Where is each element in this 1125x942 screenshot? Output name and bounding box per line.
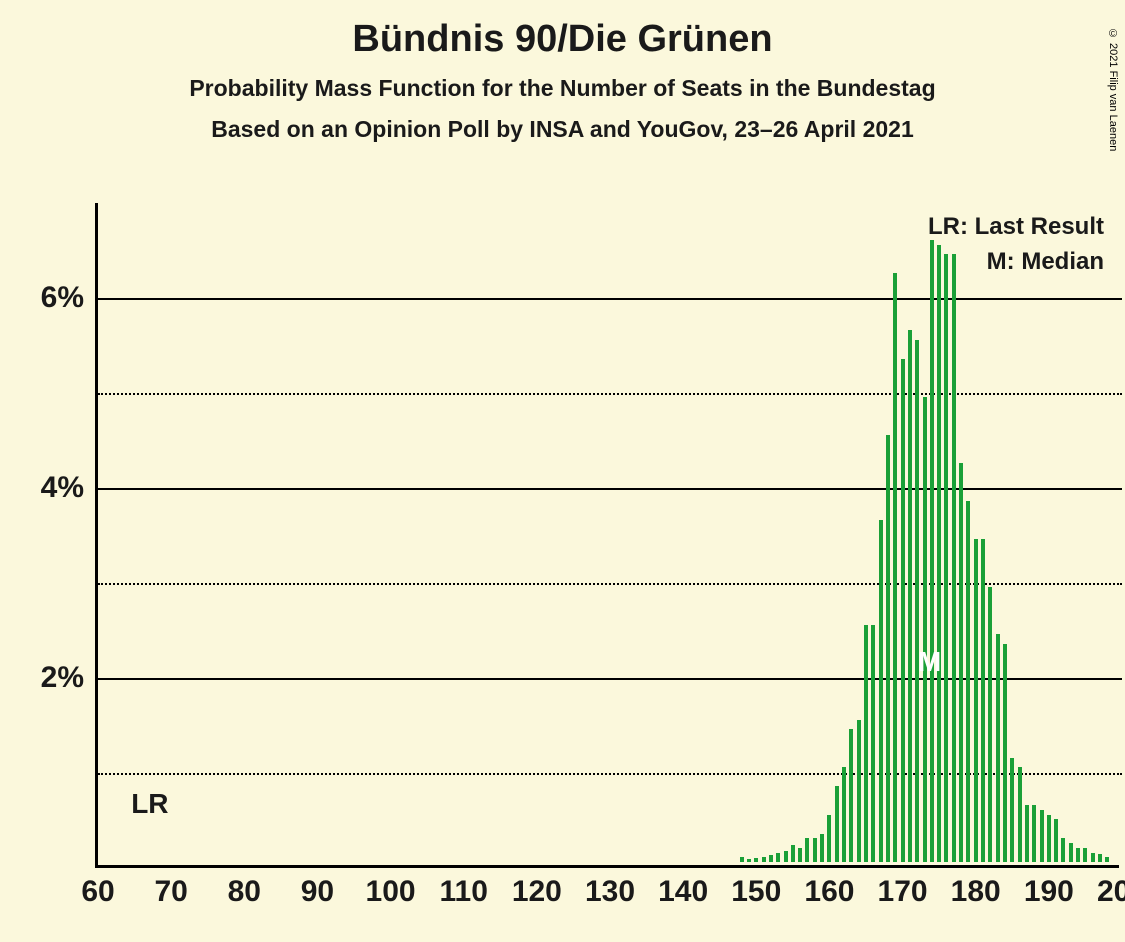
chart-area: LR: Last Result M: Median 2%4%6%60708090… xyxy=(95,203,1119,868)
bar xyxy=(988,587,992,863)
bar xyxy=(1091,853,1095,863)
bar xyxy=(762,857,766,862)
bar xyxy=(981,539,985,862)
bar xyxy=(937,245,941,863)
bar xyxy=(1069,843,1073,862)
plot: 2%4%6%6070809010011012013014015016017018… xyxy=(95,203,1119,868)
bar xyxy=(871,625,875,863)
bar xyxy=(827,815,831,863)
bar xyxy=(798,848,802,862)
bar xyxy=(901,359,905,863)
x-tick-label: 180 xyxy=(951,875,1001,909)
bar xyxy=(944,254,948,862)
bar xyxy=(879,520,883,862)
bar xyxy=(1083,848,1087,862)
bar xyxy=(893,273,897,862)
x-tick-label: 120 xyxy=(512,875,562,909)
bar xyxy=(740,857,744,862)
bar xyxy=(915,340,919,863)
lr-marker: LR xyxy=(131,788,168,820)
bar xyxy=(952,254,956,862)
y-tick-label: 2% xyxy=(41,661,84,695)
bar xyxy=(805,838,809,862)
bar xyxy=(820,834,824,863)
bar xyxy=(886,435,890,863)
chart-subtitle-1: Probability Mass Function for the Number… xyxy=(0,75,1125,102)
bar xyxy=(966,501,970,862)
median-marker: M xyxy=(918,646,941,678)
bar xyxy=(864,625,868,863)
x-tick-label: 100 xyxy=(366,875,416,909)
x-tick-label: 80 xyxy=(228,875,261,909)
x-tick-label: 160 xyxy=(804,875,854,909)
x-tick-label: 190 xyxy=(1024,875,1074,909)
bar xyxy=(842,767,846,862)
bar xyxy=(1105,857,1109,862)
chart-title: Bündnis 90/Die Grünen xyxy=(0,18,1125,61)
y-tick-label: 4% xyxy=(41,471,84,505)
bar xyxy=(996,634,1000,862)
bar xyxy=(930,240,934,862)
bar xyxy=(857,720,861,863)
bar xyxy=(1047,815,1051,863)
x-tick-label: 170 xyxy=(878,875,928,909)
copyright-text: © 2021 Filip van Laenen xyxy=(1107,28,1119,151)
bar xyxy=(908,330,912,862)
gridline-major xyxy=(98,298,1122,300)
bar xyxy=(1032,805,1036,862)
bar xyxy=(1098,854,1102,862)
bar xyxy=(1025,805,1029,862)
x-tick-label: 140 xyxy=(658,875,708,909)
bar xyxy=(754,858,758,862)
x-tick-label: 90 xyxy=(301,875,334,909)
bar xyxy=(923,397,927,863)
bar xyxy=(959,463,963,862)
bar xyxy=(776,853,780,863)
bar xyxy=(791,845,795,862)
x-tick-label: 150 xyxy=(731,875,781,909)
bar xyxy=(835,786,839,862)
x-tick-label: 70 xyxy=(154,875,187,909)
y-tick-label: 6% xyxy=(41,281,84,315)
bar xyxy=(1010,758,1014,863)
bar xyxy=(1076,848,1080,862)
bar xyxy=(769,855,773,862)
gridline-minor xyxy=(98,393,1122,395)
bar xyxy=(813,838,817,862)
bar xyxy=(1054,819,1058,862)
bar xyxy=(1040,810,1044,862)
bar xyxy=(747,859,751,862)
bar xyxy=(1018,767,1022,862)
x-tick-label: 60 xyxy=(81,875,114,909)
bar xyxy=(849,729,853,862)
gridline-major xyxy=(98,488,1122,490)
x-tick-label: 200 xyxy=(1097,875,1125,909)
bar xyxy=(974,539,978,862)
x-tick-label: 130 xyxy=(585,875,635,909)
x-tick-label: 110 xyxy=(440,875,488,909)
bar xyxy=(784,851,788,862)
bar xyxy=(1061,838,1065,862)
bar xyxy=(1003,644,1007,863)
chart-subtitle-2: Based on an Opinion Poll by INSA and You… xyxy=(0,116,1125,143)
